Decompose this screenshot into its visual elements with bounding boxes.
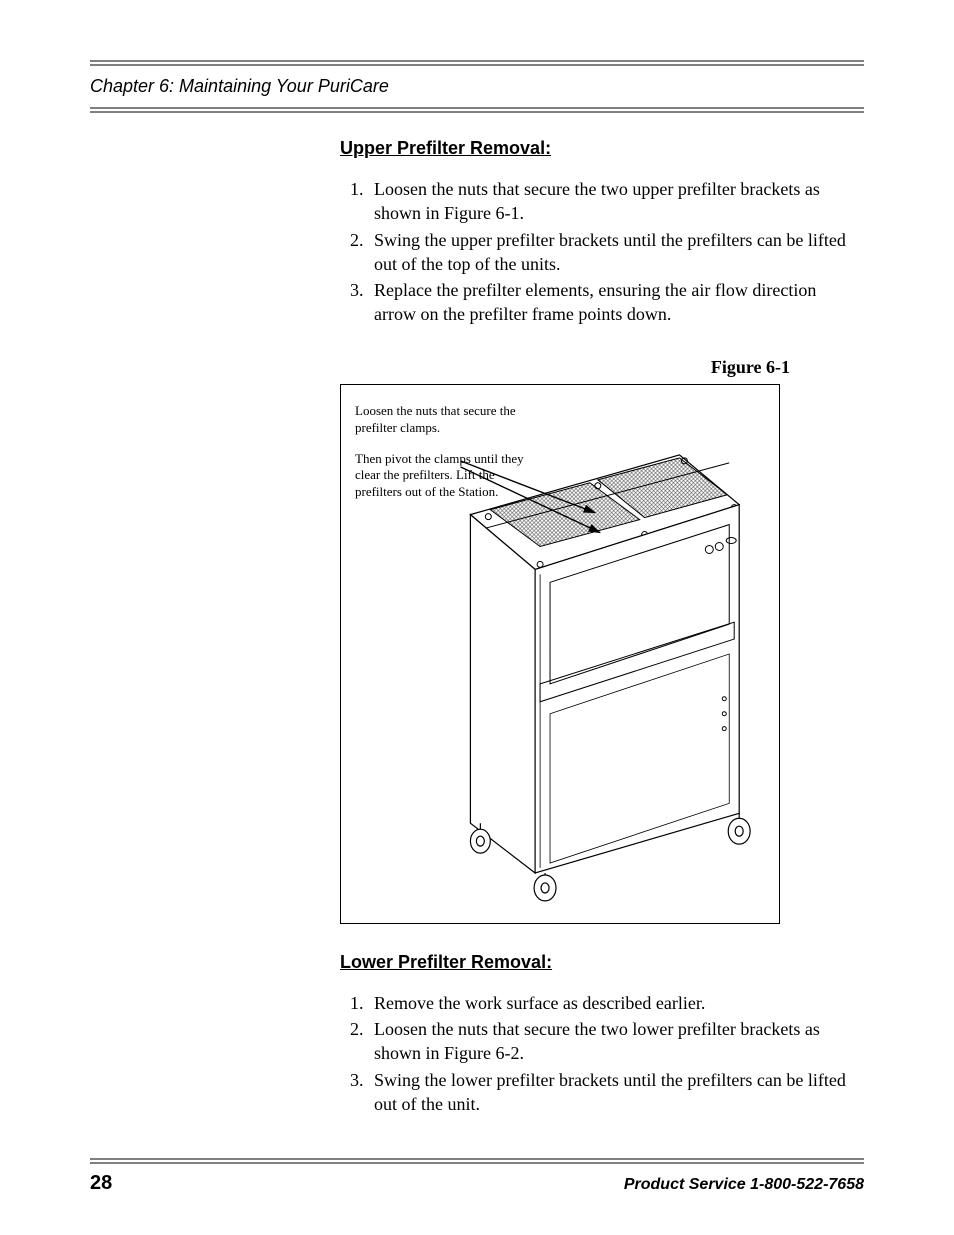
page-number: 28 xyxy=(90,1172,112,1195)
product-service: Product Service 1-800-522-7658 xyxy=(624,1176,864,1194)
chapter-title: Chapter 6: Maintaining Your PuriCare xyxy=(90,76,864,97)
figure-6-1: Loosen the nuts that secure the prefilte… xyxy=(340,384,780,924)
upper-step-1: Loosen the nuts that secure the two uppe… xyxy=(368,177,850,226)
upper-prefilter-heading: Upper Prefilter Removal: xyxy=(340,138,850,159)
figure-label: Figure 6-1 xyxy=(340,357,850,378)
upper-steps-list: Loosen the nuts that secure the two uppe… xyxy=(368,177,850,327)
page-footer: 28 Product Service 1-800-522-7658 xyxy=(90,1158,864,1195)
lower-steps-list: Remove the work surface as described ear… xyxy=(368,991,850,1116)
lower-step-3: Swing the lower prefilter brackets until… xyxy=(368,1068,850,1117)
lower-step-1: Remove the work surface as described ear… xyxy=(368,991,850,1015)
lower-step-2: Loosen the nuts that secure the two lowe… xyxy=(368,1017,850,1066)
footer-rule xyxy=(90,1158,864,1164)
lower-prefilter-heading: Lower Prefilter Removal: xyxy=(340,952,850,973)
top-rule xyxy=(90,60,864,66)
upper-step-2: Swing the upper prefilter brackets until… xyxy=(368,228,850,277)
upper-step-3: Replace the prefilter elements, ensuring… xyxy=(368,278,850,327)
under-chapter-rule xyxy=(90,107,864,113)
equipment-diagram xyxy=(341,385,779,923)
